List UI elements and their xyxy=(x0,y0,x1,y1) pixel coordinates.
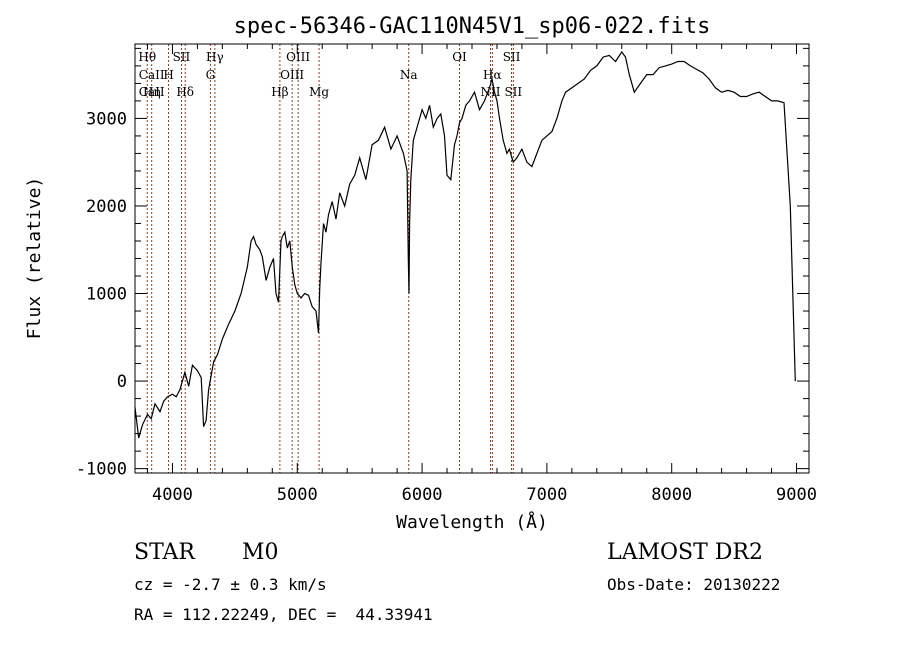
y-tick-label: 1000 xyxy=(86,285,127,305)
x-tick-label: 5000 xyxy=(277,485,318,505)
survey-name: LAMOST DR2 xyxy=(607,540,763,565)
obs-date: Obs-Date: 20130222 xyxy=(607,575,781,594)
spectral-line-label: OI xyxy=(452,50,467,64)
spectral-line-label: SII xyxy=(504,85,522,99)
spectral-line-label: Hβ xyxy=(271,85,288,99)
spectral-line-label: Na xyxy=(400,68,418,82)
spectral-line-label: Hα xyxy=(483,68,502,82)
y-axis: -1000 0 1000 2000 3000 xyxy=(76,47,809,480)
x-tick-label: 8000 xyxy=(651,485,692,505)
spectral-line-label: Hγ xyxy=(206,50,224,64)
x-axis-label: Wavelength (Å) xyxy=(396,511,548,533)
chart-title: spec-56346-GAC110N45V1_sp06-022.fits xyxy=(234,14,711,39)
spectral-line-label: CaII xyxy=(139,68,165,82)
object-class: STAR xyxy=(134,540,195,565)
plot-frame xyxy=(134,43,810,474)
redshift-text: cz = -2.7 ± 0.3 km/s xyxy=(134,575,327,594)
object-subclass: M0 xyxy=(242,540,279,565)
spectral-line-label: NII xyxy=(480,85,500,99)
spectral-line-markers xyxy=(146,44,514,473)
x-tick-label: 7000 xyxy=(526,485,567,505)
spectral-line-label: Mg xyxy=(309,85,329,99)
x-tick-label: 9000 xyxy=(776,485,817,505)
y-tick-label: 0 xyxy=(117,372,127,392)
spectral-line-label: SII xyxy=(173,50,191,64)
x-axis: 4000 5000 6000 7000 8000 9000 xyxy=(146,44,817,505)
spectral-line-label: Hη xyxy=(143,85,161,99)
spectral-line-label: CaII xyxy=(139,85,165,99)
spectral-line-label: OIII xyxy=(286,50,310,64)
y-tick-label: -1000 xyxy=(76,460,127,480)
y-axis-label: Flux (relative) xyxy=(24,177,45,340)
spectrum-line xyxy=(134,50,796,439)
spectral-line-labels: HθCaIICaIIHηHSIIHδHγGHβOIIIOIIIMgNaOIHαN… xyxy=(138,50,522,99)
coordinates: RA = 112.22249, DEC = 44.33941 xyxy=(134,605,433,624)
spectral-line-label: SII xyxy=(503,50,521,64)
spectral-line-label: G xyxy=(206,68,216,82)
spectral-line-label: Hθ xyxy=(138,50,156,64)
x-tick-label: 6000 xyxy=(402,485,443,505)
y-tick-label: 3000 xyxy=(86,109,127,129)
y-tick-label: 2000 xyxy=(86,197,127,217)
x-tick-label: 4000 xyxy=(152,485,193,505)
spectral-line-label: Hδ xyxy=(176,85,194,99)
spectral-line-label: H xyxy=(163,68,173,82)
spectral-line-label: OIII xyxy=(280,68,304,82)
